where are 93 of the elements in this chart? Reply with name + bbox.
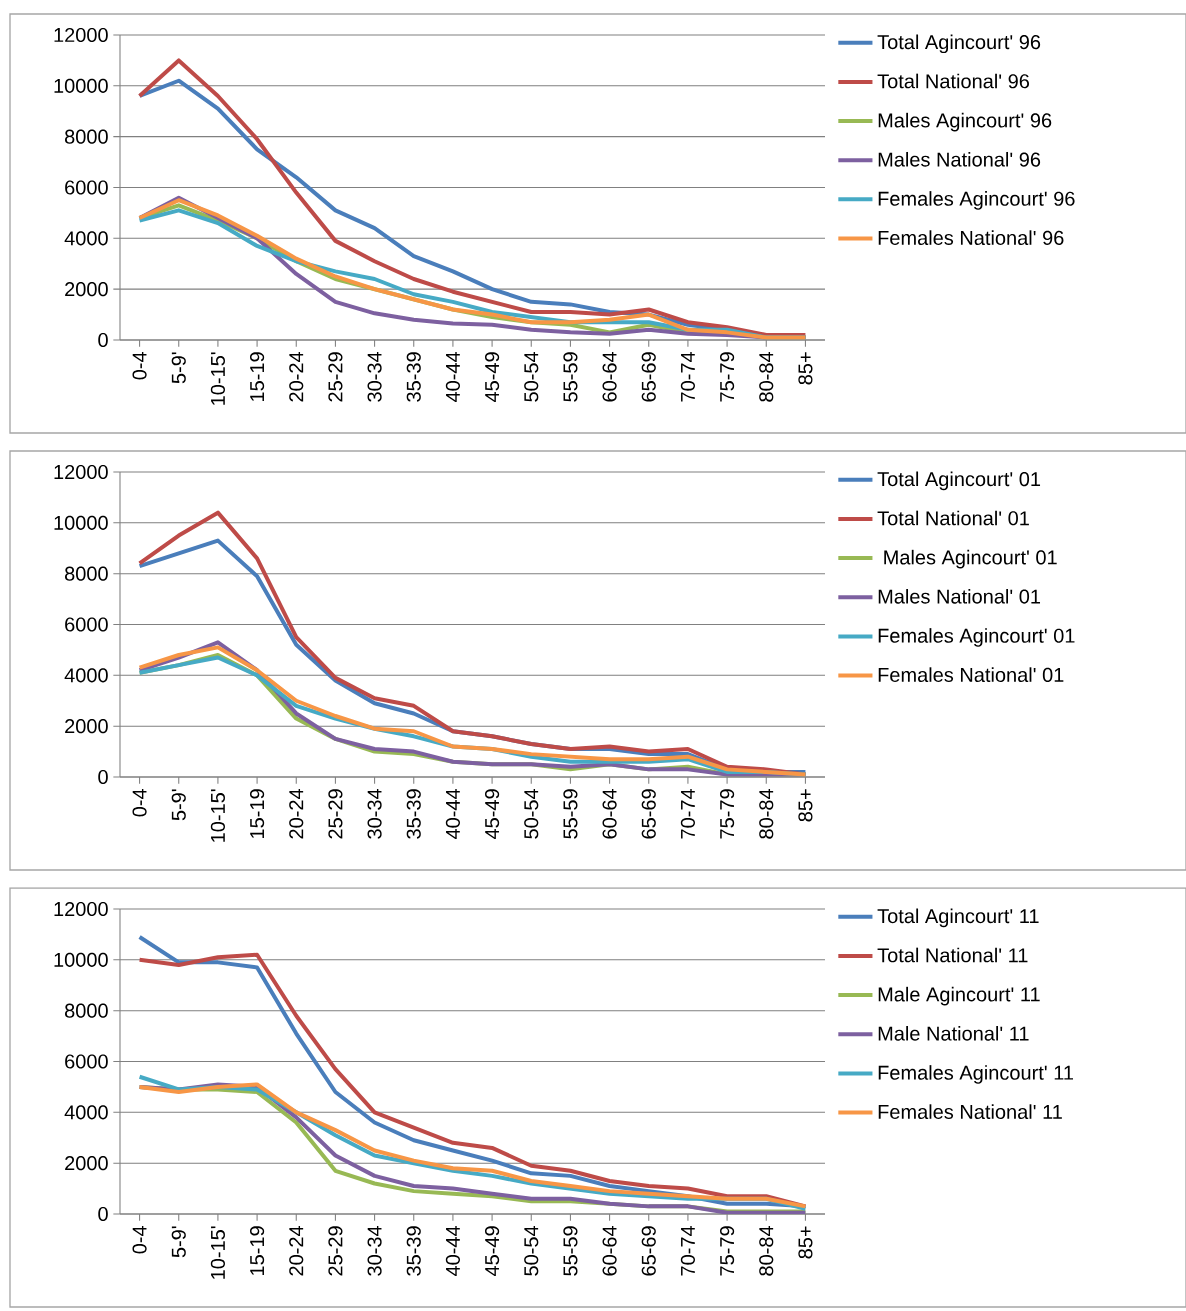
x-tick-label: 50-54 (524, 788, 539, 839)
x-tick-label: 65-69 (641, 1226, 656, 1276)
x-tick-label: 45-49 (485, 352, 500, 403)
y-tick-label: 4000 (64, 231, 108, 246)
x-tick-label: 0-4 (132, 1225, 147, 1254)
x-tick-label: 20-24 (289, 1225, 304, 1276)
x-tick-label: 50-54 (524, 1225, 539, 1276)
legend-label: Total National' 96 (877, 73, 1030, 89)
x-tick-label: 55-59 (563, 1226, 578, 1276)
x-tick-label: 50-54 (524, 351, 539, 402)
x-tick-label: 80-84 (759, 788, 774, 839)
y-tick-label: 8000 (65, 129, 108, 144)
x-tick-label: 55-59 (563, 352, 578, 402)
legend-label: Total Agincourt' 01 (877, 471, 1041, 491)
x-tick-label: 55-59 (563, 789, 578, 839)
y-tick-label: 6000 (65, 1054, 108, 1069)
x-tick-label: 70-74 (680, 351, 695, 402)
y-tick-label: 12000 (54, 901, 108, 917)
x-tick-label: 30-34 (367, 1225, 382, 1276)
x-tick-label: 85+ (798, 352, 813, 385)
y-tick-label: 2000 (65, 1156, 108, 1171)
y-tick-label: 10000 (54, 78, 108, 93)
y-tick-label: 0 (98, 769, 108, 785)
y-tick-label: 8000 (65, 1003, 108, 1018)
legend-label: Males Agincourt' 01 (884, 549, 1057, 569)
legend-label: Total National' 01 (877, 510, 1029, 526)
x-tick-label: 65-69 (641, 789, 656, 839)
x-tick-label: 10-15' (210, 789, 225, 842)
legend-label: Male National' 11 (878, 1025, 1029, 1041)
x-tick-label: 0-4 (132, 788, 147, 817)
x-tick-label: 0-4 (132, 351, 147, 380)
legend-label: Females Agincourt' 11 (878, 1065, 1074, 1084)
legend-label: Females Agincourt' 96 (878, 191, 1075, 210)
x-tick-label: 15-19 (250, 789, 265, 838)
x-tick-label: 35-39 (406, 1226, 421, 1276)
legend-label: Males Agincourt' 96 (878, 112, 1052, 132)
y-tick-label: 10000 (54, 952, 108, 967)
legend-label: Total Agincourt' 11 (877, 908, 1039, 928)
x-tick-label: 25-29 (328, 789, 343, 839)
x-tick-label: 75-79 (720, 352, 735, 402)
y-tick-label: 4000 (64, 1105, 108, 1120)
y-tick-label: 0 (98, 332, 108, 348)
x-tick-label: 80-84 (759, 1225, 774, 1276)
legend-label: Male Agincourt' 11 (878, 986, 1040, 1006)
y-tick-label: 0 (98, 1206, 108, 1222)
x-tick-label: 10-15' (210, 1226, 225, 1279)
y-tick-label: 2000 (65, 282, 108, 297)
x-tick-label: 40-44 (445, 351, 460, 403)
x-tick-label: 40-44 (445, 788, 460, 840)
y-tick-label: 12000 (54, 27, 108, 43)
x-tick-label: 15-19 (250, 1226, 265, 1275)
legend-label: Males National' 01 (878, 588, 1041, 604)
y-tick-label: 4000 (64, 668, 108, 683)
legend-label: Females National' 01 (878, 667, 1064, 682)
x-tick-label: 15-19 (250, 352, 265, 401)
x-tick-label: 85+ (798, 1226, 813, 1259)
y-tick-label: 6000 (65, 617, 108, 632)
x-tick-label: 75-79 (720, 789, 735, 839)
y-tick-label: 2000 (65, 719, 108, 734)
x-tick-label: 25-29 (328, 1226, 343, 1276)
x-tick-label: 85+ (798, 789, 813, 822)
x-tick-label: 10-15' (210, 352, 225, 405)
x-tick-label: 30-34 (367, 788, 382, 839)
legend-label: Females National' 11 (878, 1104, 1062, 1119)
x-tick-label: 5-9' (171, 789, 186, 821)
x-tick-label: 5-9' (171, 1226, 186, 1258)
x-tick-label: 60-64 (602, 351, 617, 402)
x-tick-label: 60-64 (602, 788, 617, 839)
x-tick-label: 5-9' (171, 352, 186, 384)
x-tick-label: 75-79 (720, 1226, 735, 1276)
legend-label: Total Agincourt' 96 (877, 34, 1041, 54)
x-tick-label: 45-49 (485, 1226, 500, 1277)
legend-label: Females Agincourt' 01 (878, 628, 1075, 647)
x-tick-label: 30-34 (367, 351, 382, 402)
y-tick-label: 12000 (54, 464, 108, 480)
x-tick-label: 20-24 (289, 788, 304, 839)
x-tick-label: 35-39 (406, 789, 421, 839)
x-tick-label: 45-49 (485, 789, 500, 840)
x-tick-label: 40-44 (445, 1225, 460, 1277)
legend-label: Females National' 96 (878, 230, 1064, 245)
x-tick-label: 35-39 (406, 352, 421, 402)
x-tick-label: 60-64 (602, 1225, 617, 1276)
x-tick-label: 70-74 (680, 788, 695, 839)
x-tick-label: 70-74 (680, 1225, 695, 1276)
y-tick-label: 6000 (65, 180, 108, 195)
y-tick-label: 8000 (65, 566, 108, 581)
x-tick-label: 20-24 (289, 351, 304, 402)
x-tick-label: 65-69 (641, 352, 656, 402)
legend-label: Total National' 11 (877, 947, 1028, 963)
y-tick-label: 10000 (54, 515, 108, 530)
x-tick-label: 80-84 (759, 351, 774, 402)
legend-label: Males National' 96 (878, 151, 1041, 167)
x-tick-label: 25-29 (328, 352, 343, 402)
